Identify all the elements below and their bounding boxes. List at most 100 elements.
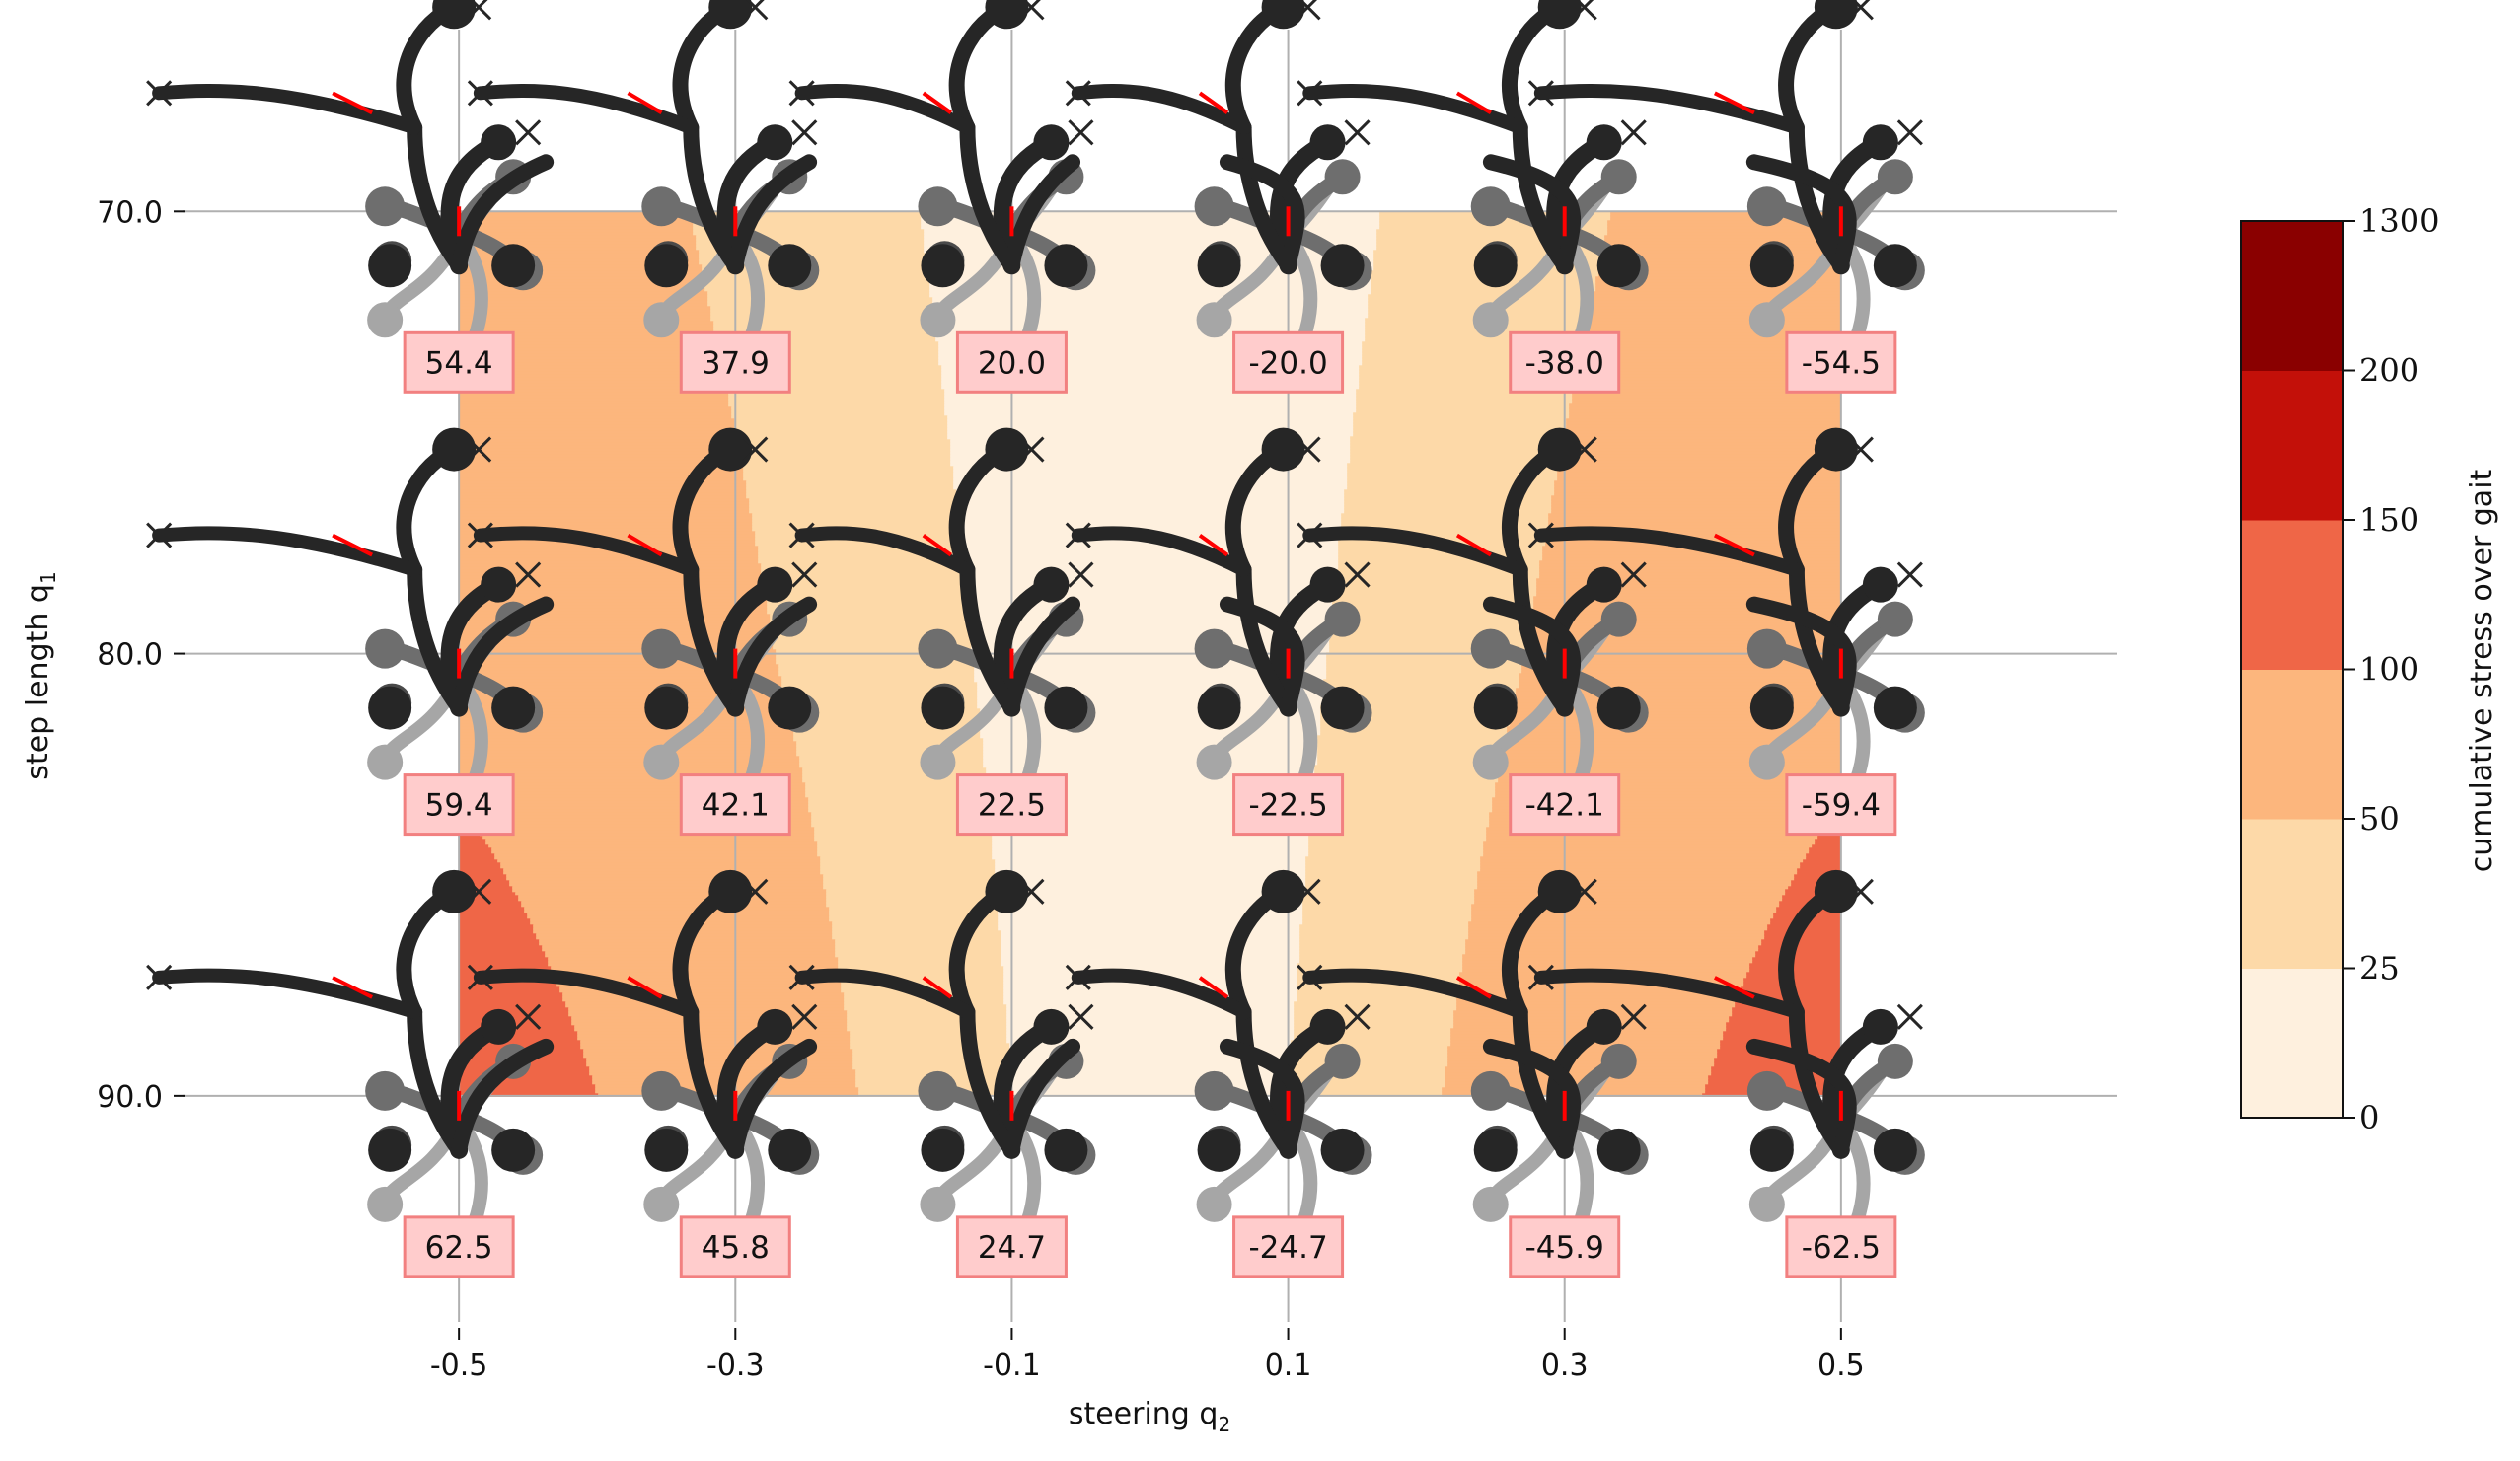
- joint: [1600, 159, 1637, 195]
- foot-marker: [1344, 119, 1371, 146]
- value-box: [1785, 330, 1897, 394]
- colorbar-tick-label: 150: [2359, 501, 2419, 539]
- limb: [473, 526, 699, 577]
- foot-marker: [742, 878, 769, 905]
- limb: [1788, 119, 1849, 274]
- foot-marker: [1018, 878, 1045, 905]
- red-tick: [922, 91, 952, 114]
- limb: [1788, 561, 1849, 716]
- foot-marker: [466, 0, 488, 21]
- red-tick: [627, 91, 663, 115]
- limb: [959, 1003, 1020, 1158]
- limb: [683, 119, 744, 274]
- joint: [1044, 686, 1088, 730]
- value-label: 22.5: [978, 788, 1046, 824]
- gait-figure: [788, 869, 1096, 1266]
- foot-marker: [467, 80, 493, 107]
- foot-marker: [1527, 80, 1554, 107]
- joint: [641, 1070, 682, 1111]
- colorbar: 0 25 50 100 150 200 1300 cumulative stress over…: [2240, 202, 2499, 1136]
- colorbar-tick-label: 100: [2359, 651, 2419, 689]
- foot-marker: [1847, 878, 1874, 905]
- gait-figure: [1527, 869, 1925, 1266]
- joint: [1862, 566, 1898, 603]
- foot-marker: [788, 964, 815, 990]
- joint: [1877, 159, 1913, 195]
- joint: [1596, 1128, 1641, 1172]
- foot-marker: [791, 561, 818, 588]
- gait-figure: [1527, 0, 1925, 382]
- joint: [1044, 244, 1088, 288]
- colorbar-segment: [2241, 968, 2343, 1119]
- joint: [1749, 1128, 1794, 1172]
- joint: [1472, 744, 1509, 780]
- foot-marker: [1527, 522, 1554, 548]
- red-tick: [1198, 91, 1229, 114]
- joint: [1862, 124, 1898, 161]
- joint: [921, 1128, 965, 1172]
- joint: [367, 744, 404, 780]
- limb: [1302, 84, 1527, 135]
- limb: [407, 561, 468, 716]
- joint: [1470, 628, 1511, 669]
- value-label: 54.4: [425, 345, 493, 381]
- limb: [1235, 561, 1297, 716]
- foot-marker: [1344, 561, 1371, 588]
- x-tick-label: -0.5: [430, 1349, 488, 1383]
- colorbar-segment: [2241, 520, 2343, 670]
- joint: [365, 1070, 406, 1111]
- joint: [920, 744, 956, 780]
- value-annotations: 54.4 37.9 20.0 -20.0 -38.0 -54.5 59.4 42.1 22.5 -…: [403, 330, 1897, 1278]
- red-tick: [332, 91, 374, 115]
- joint: [1586, 1008, 1622, 1045]
- foot-marker: [1620, 1003, 1647, 1030]
- joint: [708, 869, 753, 913]
- joint: [920, 1186, 956, 1222]
- gait-figure: [1297, 869, 1649, 1266]
- joint: [1470, 186, 1511, 227]
- colorbar-segment: [2241, 669, 2343, 820]
- limb: [1071, 968, 1251, 1019]
- limb: [1003, 596, 1081, 716]
- value-label: 45.8: [702, 1230, 770, 1266]
- joint: [1473, 244, 1518, 288]
- joint: [643, 302, 680, 338]
- x-tick-label: -0.3: [706, 1349, 765, 1383]
- foot-marker: [467, 522, 493, 548]
- limb: [1533, 968, 1804, 1019]
- joint: [1320, 686, 1365, 730]
- joint: [1814, 869, 1858, 913]
- colorbar-tick-label: 25: [2359, 950, 2400, 987]
- joint: [921, 686, 965, 730]
- joint: [367, 302, 404, 338]
- joint: [368, 244, 412, 288]
- limb: [1482, 154, 1582, 274]
- limb: [1071, 84, 1251, 135]
- gait-figure: [1065, 427, 1372, 824]
- limb: [152, 968, 422, 1019]
- y-tick-label: 90.0: [97, 1080, 163, 1115]
- foot-marker: [791, 1003, 818, 1030]
- colorbar-label: cumulative stress over gait: [2465, 469, 2499, 872]
- red-tick: [1713, 533, 1755, 557]
- joint: [1746, 1070, 1787, 1111]
- joint: [768, 1128, 812, 1172]
- joint: [1748, 744, 1785, 780]
- joint: [1873, 686, 1917, 730]
- joint: [365, 628, 406, 669]
- y-axis-label-subscript: 1: [37, 571, 60, 584]
- joint: [1261, 427, 1305, 472]
- gait-figure: [1527, 427, 1925, 824]
- joint: [1320, 244, 1365, 288]
- limb: [451, 596, 555, 716]
- limb: [1219, 596, 1305, 716]
- joint: [481, 124, 517, 161]
- limb: [1235, 1003, 1297, 1158]
- foot-marker: [1065, 964, 1091, 990]
- limb: [683, 561, 744, 716]
- colorbar-tick-label: 1300: [2359, 202, 2439, 240]
- red-tick: [922, 533, 952, 557]
- joint: [432, 869, 477, 913]
- joint: [1324, 1043, 1361, 1079]
- joint: [1748, 302, 1785, 338]
